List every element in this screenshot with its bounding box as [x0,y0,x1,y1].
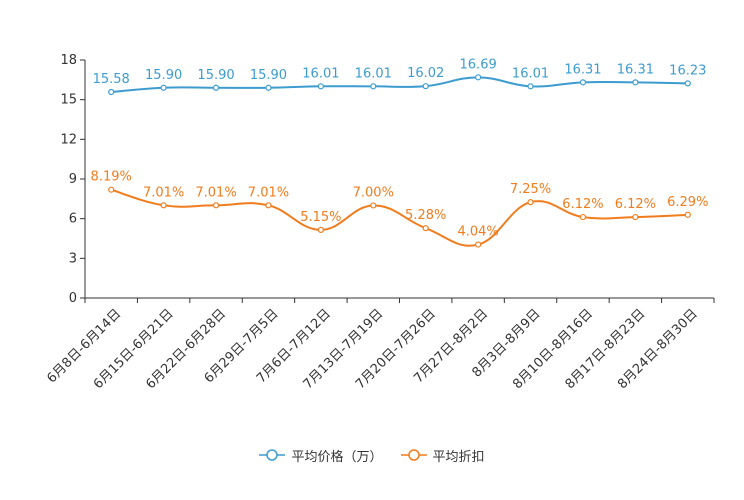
y-tick-label: 9 [69,172,77,187]
series-0-line [111,76,688,93]
series-1-point [579,213,587,221]
series-1-point [475,241,482,248]
series-1-data-label: 6.12% [562,197,603,212]
series-0-data-label: 16.01 [355,66,392,81]
series-1-data-label: 7.00% [353,185,394,200]
series-1-point [370,202,377,209]
series-0-data-label: 16.23 [669,63,706,78]
series-0-point [108,88,115,96]
series-1-data-label: 6.29% [667,195,708,210]
series-0-point [160,84,167,91]
series-1-data-label: 5.15% [300,210,341,225]
series-1-data-label: 7.01% [248,185,289,200]
series-1-data-label: 7.25% [510,182,551,197]
y-tick-label: 6 [69,212,77,227]
series-0-data-label: 16.02 [407,66,444,81]
series-1-point [160,202,167,209]
series-0-point [527,83,534,90]
series-0-point [684,80,691,87]
series-0-data-label: 16.01 [302,66,339,81]
series-0-data-label: 15.90 [197,68,234,83]
series-0-point [475,74,482,81]
series-1-data-label: 5.28% [405,208,446,223]
series-0-point [579,79,587,86]
series-1-data-label: 6.12% [615,197,656,212]
series-1-point [632,213,639,221]
series-1-point [108,186,115,193]
legend-label-discount: 平均折扣 [432,449,485,465]
series-1-group: 8.19% 7.01% 7.01% 7.01% 5.15% 7.00% 5.28% 4.04%… [91,170,708,248]
series-0-data-label: 15.90 [250,68,287,83]
y-tick-label: 18 [60,53,77,68]
series-1-data-label: 7.01% [195,185,236,200]
series-0-data-label: 16.69 [460,57,497,72]
legend-item-price[interactable]: 平均价格（万） [259,446,383,465]
series-1-point [317,226,324,234]
series-1-point [527,199,534,206]
series-0-data-label: 16.31 [617,62,654,77]
series-0-data-label: 15.90 [145,68,182,83]
series-1-point [212,202,220,209]
series-0-point [212,84,220,91]
series-0-data-label: 16.01 [512,66,549,81]
series-0-point [632,79,639,86]
series-1-data-label: 7.01% [143,185,184,200]
y-tick-label: 3 [69,251,77,266]
y-tick-label: 12 [60,132,77,147]
chart-legend: 平均价格（万） 平均折扣 [0,444,744,466]
legend-price-line-icon [259,449,286,461]
series-1-point [422,225,429,232]
series-0-group: 15.58 15.90 15.90 15.90 16.01 16.01 16.02 16.69… [93,57,706,96]
series-1-point [265,202,272,209]
legend-label-price: 平均价格（万） [291,449,383,465]
legend-item-discount[interactable]: 平均折扣 [400,446,485,465]
series-1-point [684,211,691,218]
series-0-data-label: 15.58 [93,72,130,87]
legend-discount-line-icon [400,449,427,461]
y-tick-label: 15 [60,93,77,108]
series-1-data-label: 4.04% [457,225,498,240]
series-0-data-label: 16.31 [564,62,601,77]
series-1-data-label: 8.19% [91,170,132,185]
y-tick-label: 0 [69,291,77,306]
series-0-point [422,83,429,90]
series-0-point [265,84,272,91]
series-0-point [370,83,377,90]
series-0-point [317,83,324,90]
